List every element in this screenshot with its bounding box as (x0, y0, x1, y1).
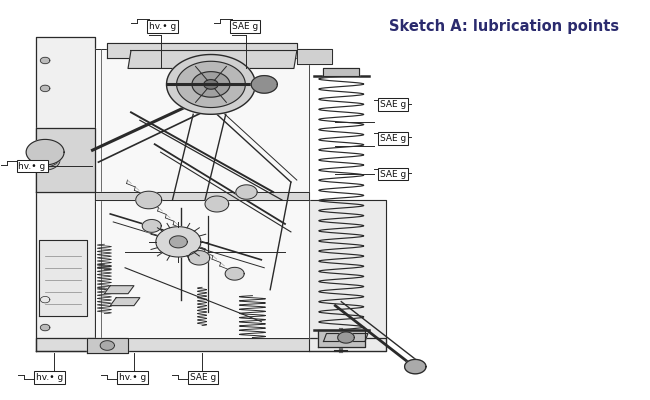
Polygon shape (96, 48, 309, 338)
Polygon shape (324, 334, 368, 342)
Polygon shape (338, 332, 354, 343)
Text: Sketch A: lubrication points: Sketch A: lubrication points (389, 19, 619, 34)
Polygon shape (100, 341, 114, 350)
Polygon shape (205, 196, 229, 212)
Polygon shape (204, 80, 218, 89)
Polygon shape (156, 227, 201, 257)
Polygon shape (142, 220, 161, 232)
Polygon shape (40, 57, 50, 64)
Polygon shape (31, 147, 60, 167)
Polygon shape (297, 48, 332, 64)
Polygon shape (170, 236, 187, 248)
Polygon shape (31, 141, 60, 160)
Polygon shape (31, 144, 60, 164)
Polygon shape (36, 36, 96, 352)
Polygon shape (324, 68, 359, 76)
Text: hv.• g: hv.• g (149, 22, 176, 31)
Polygon shape (252, 76, 278, 93)
Polygon shape (36, 128, 96, 192)
Polygon shape (36, 338, 385, 352)
Polygon shape (225, 267, 244, 280)
Polygon shape (111, 298, 140, 306)
Polygon shape (40, 324, 50, 331)
Text: SAE g: SAE g (231, 22, 258, 31)
Polygon shape (40, 85, 50, 92)
Polygon shape (166, 54, 255, 114)
Polygon shape (188, 251, 210, 265)
Text: hv.• g: hv.• g (36, 373, 64, 382)
Text: hv.• g: hv.• g (18, 162, 46, 171)
Polygon shape (31, 150, 60, 170)
Polygon shape (86, 338, 128, 354)
Text: SAE g: SAE g (380, 100, 406, 109)
Polygon shape (26, 140, 64, 165)
Polygon shape (107, 42, 297, 58)
Polygon shape (192, 72, 230, 97)
Polygon shape (405, 360, 426, 374)
Text: SAE g: SAE g (190, 373, 216, 382)
Text: SAE g: SAE g (380, 134, 406, 143)
Polygon shape (128, 50, 297, 68)
Polygon shape (177, 61, 245, 108)
Polygon shape (136, 191, 162, 209)
Polygon shape (96, 192, 309, 200)
Polygon shape (309, 200, 385, 352)
Text: hv.• g: hv.• g (119, 373, 146, 382)
Polygon shape (236, 185, 257, 199)
Polygon shape (40, 296, 50, 303)
Polygon shape (105, 286, 134, 294)
Polygon shape (39, 240, 86, 316)
Text: SAE g: SAE g (380, 170, 406, 178)
Polygon shape (318, 330, 365, 348)
